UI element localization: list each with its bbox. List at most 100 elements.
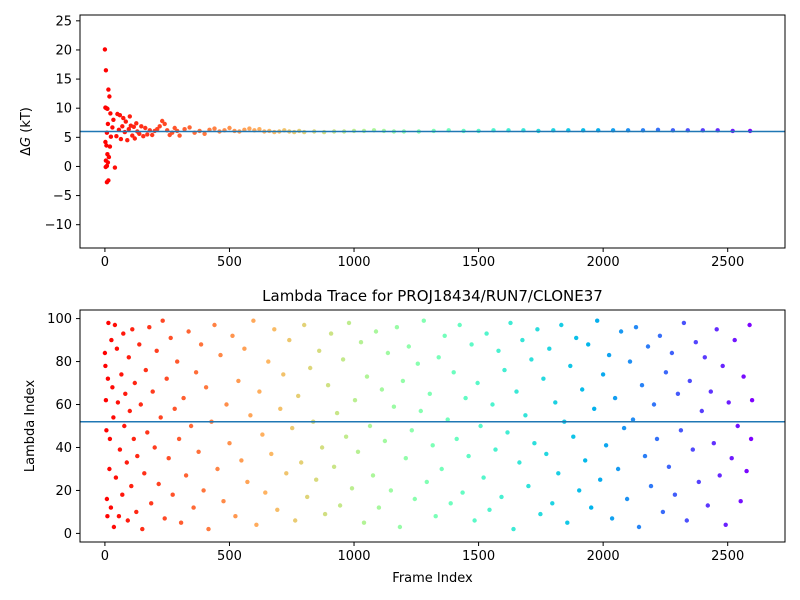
lambda-point-134: [400, 378, 406, 384]
lambda-point-197: [589, 505, 594, 510]
free-energy-point-16: [107, 144, 113, 149]
free-energy-point-9: [103, 139, 108, 145]
free-energy-point-14: [105, 160, 111, 165]
lambda-point-179: [535, 327, 540, 332]
lambda-point-159: [475, 380, 480, 386]
lambda-point-232: [693, 340, 698, 345]
free-energy-point-61: [182, 127, 187, 132]
lambda-point-123: [367, 423, 373, 429]
y-tick-label: 20: [55, 43, 72, 58]
lambda-point-19: [116, 514, 122, 519]
lambda-point-172: [514, 389, 519, 394]
free-energy-point-44: [139, 124, 144, 129]
lambda-point-12: [110, 385, 115, 390]
lambda-point-76: [227, 441, 232, 446]
lambda-point-103: [308, 365, 313, 371]
free-energy-point-23: [110, 125, 115, 130]
lambda-point-180: [538, 511, 543, 517]
free-energy-point-6: [107, 94, 112, 99]
free-energy-panel: 0 500 1000 1500 2000 2500 −10 −5 0 5 10 15 20 25 ΔG …: [19, 14, 786, 270]
lambda-point-152: [454, 436, 459, 442]
free-energy-point-70: [227, 125, 232, 131]
lambda-point-18: [115, 400, 121, 405]
lambda-point-6: [105, 376, 111, 381]
lambda-point-81: [242, 346, 247, 351]
lambda-point-54: [170, 492, 175, 497]
free-energy-axes-frame: [79, 14, 786, 249]
lambda-point-89: [266, 359, 271, 364]
lambda-point-121: [361, 520, 367, 525]
lambda-point-138: [412, 496, 417, 502]
free-energy-y-axis-label: ΔG (kT): [19, 107, 34, 156]
free-energy-point-38: [130, 133, 135, 138]
lambda-point-95: [284, 471, 289, 476]
lambda-point-157: [469, 342, 474, 347]
lambda-point-217: [648, 483, 654, 489]
lambda-point-122: [364, 374, 370, 379]
lambda-point-185: [553, 400, 558, 405]
lambda-point-166: [496, 348, 501, 353]
lambda-point-165: [493, 447, 498, 452]
lambda-point-90: [269, 451, 274, 457]
lambda-point-20: [117, 447, 123, 452]
lambda-point-160: [478, 423, 483, 429]
lambda-point-202: [603, 443, 609, 448]
x-tick-label: 0: [101, 549, 109, 564]
free-energy-point-1: [103, 68, 109, 73]
lambda-point-21: [119, 372, 124, 377]
lambda-point-43: [149, 501, 154, 506]
lambda-point-130: [388, 488, 394, 493]
lambda-point-222: [663, 370, 669, 375]
lambda-point-133: [397, 524, 403, 530]
lambda-point-53: [168, 335, 173, 341]
lambda-point-77: [230, 333, 235, 338]
free-energy-point-29: [118, 136, 124, 142]
lambda-point-65: [196, 449, 201, 454]
lambda-point-17: [114, 346, 120, 351]
free-energy-point-30: [120, 124, 125, 129]
lambda-point-245: [732, 337, 737, 343]
lambda-point-94: [281, 372, 286, 377]
lambda-trace-x-ticks: 0 500 1000 1500 2000 2500: [101, 542, 744, 564]
lambda-point-195: [583, 458, 588, 463]
lambda-point-118: [352, 398, 358, 403]
y-tick-label: 100: [47, 312, 72, 327]
free-energy-point-47: [145, 132, 150, 137]
lambda-point-37: [138, 402, 143, 407]
lambda-point-251: [748, 436, 754, 442]
lambda-point-100: [299, 460, 304, 465]
free-energy-point-52: [157, 124, 162, 129]
lambda-point-227: [678, 428, 684, 433]
lambda-point-46: [154, 348, 159, 353]
lambda-point-196: [586, 342, 591, 347]
lambda-point-146: [436, 355, 441, 360]
x-tick-label: 2500: [711, 255, 744, 270]
lambda-point-178: [532, 441, 537, 446]
lambda-point-161: [481, 475, 486, 480]
lambda-point-216: [645, 344, 651, 349]
free-energy-point-22: [108, 111, 113, 116]
lambda-point-142: [424, 479, 429, 485]
lambda-point-58: [178, 520, 184, 525]
free-energy-point-49: [150, 132, 155, 138]
lambda-point-140: [418, 408, 423, 414]
lambda-point-252: [749, 398, 755, 403]
lambda-point-208: [621, 425, 627, 431]
lambda-point-33: [132, 380, 137, 386]
y-tick-label: 0: [64, 160, 72, 175]
lambda-point-131: [391, 404, 397, 409]
lambda-point-191: [571, 434, 576, 439]
lambda-point-162: [484, 331, 489, 336]
lambda-point-248: [741, 374, 746, 379]
free-energy-x-ticks: 0 500 1000 1500 2000 2500: [101, 248, 744, 270]
lambda-point-98: [293, 518, 298, 523]
lambda-point-60: [183, 473, 189, 478]
free-energy-point-35: [126, 127, 131, 132]
lambda-point-107: [319, 445, 325, 450]
x-tick-label: 500: [217, 549, 242, 564]
lambda-point-15: [112, 322, 118, 328]
lambda-point-0: [102, 350, 108, 356]
free-energy-point-41: [134, 121, 139, 126]
lambda-point-129: [385, 350, 391, 356]
lambda-point-101: [302, 322, 307, 328]
